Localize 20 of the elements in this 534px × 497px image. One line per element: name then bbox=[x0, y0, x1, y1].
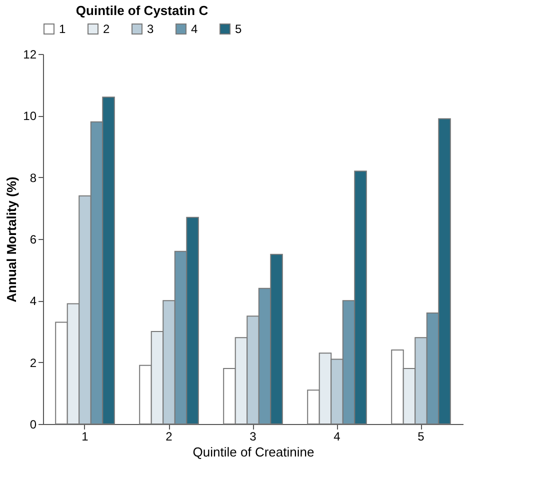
x-tick-label: 2 bbox=[166, 430, 173, 444]
y-tick-label: 10 bbox=[23, 109, 37, 124]
legend-label: 1 bbox=[59, 22, 66, 36]
y-tick-label: 4 bbox=[30, 294, 37, 308]
legend-label: 5 bbox=[235, 22, 242, 36]
x-tick-label: 3 bbox=[250, 430, 257, 444]
legend-label: 4 bbox=[191, 22, 198, 36]
x-tick-label: 1 bbox=[82, 430, 89, 444]
y-tick-label: 2 bbox=[30, 356, 37, 370]
x-tick-label: 4 bbox=[334, 430, 341, 444]
y-tick-label: 8 bbox=[30, 170, 37, 185]
legend-label: 3 bbox=[147, 22, 154, 36]
legend-title: Quintile of Cystatin C bbox=[76, 3, 209, 18]
y-tick-label: 0 bbox=[30, 418, 37, 432]
x-tick-label: 5 bbox=[418, 430, 425, 444]
legend-label: 2 bbox=[103, 22, 110, 36]
y-tick-label: 6 bbox=[30, 232, 37, 246]
y-tick-label: 12 bbox=[23, 48, 37, 62]
x-axis-title: Quintile of Creatinine bbox=[192, 444, 314, 460]
y-axis-title: Annual Mortality (%) bbox=[4, 176, 20, 302]
